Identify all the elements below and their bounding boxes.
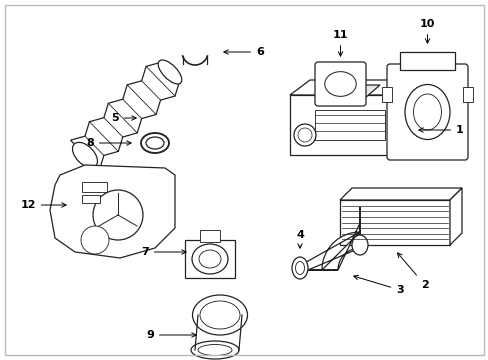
Polygon shape bbox=[50, 165, 175, 258]
Ellipse shape bbox=[404, 85, 449, 140]
Bar bbox=[399, 52, 454, 70]
Circle shape bbox=[93, 190, 142, 240]
Ellipse shape bbox=[198, 345, 231, 356]
Ellipse shape bbox=[191, 341, 239, 359]
Ellipse shape bbox=[291, 257, 307, 279]
Ellipse shape bbox=[146, 137, 163, 149]
FancyBboxPatch shape bbox=[314, 62, 365, 106]
Circle shape bbox=[81, 226, 109, 254]
Text: 12: 12 bbox=[20, 200, 66, 210]
Polygon shape bbox=[409, 80, 429, 155]
Text: 2: 2 bbox=[397, 253, 428, 290]
Bar bbox=[82, 195, 100, 203]
Polygon shape bbox=[289, 80, 429, 95]
Text: 3: 3 bbox=[353, 275, 403, 295]
Polygon shape bbox=[314, 110, 384, 140]
Ellipse shape bbox=[72, 142, 97, 168]
Ellipse shape bbox=[192, 244, 227, 274]
Polygon shape bbox=[70, 62, 179, 170]
Ellipse shape bbox=[412, 123, 426, 137]
Text: 11: 11 bbox=[332, 30, 347, 56]
Ellipse shape bbox=[297, 128, 311, 142]
Polygon shape bbox=[314, 85, 379, 98]
Ellipse shape bbox=[199, 250, 221, 268]
Bar bbox=[462, 87, 472, 102]
Text: 8: 8 bbox=[86, 138, 131, 148]
Bar bbox=[82, 182, 107, 192]
Ellipse shape bbox=[192, 295, 247, 335]
Text: 5: 5 bbox=[111, 113, 136, 123]
Bar bbox=[381, 87, 391, 102]
Text: 1: 1 bbox=[418, 125, 463, 135]
Bar bbox=[339, 200, 449, 245]
Ellipse shape bbox=[408, 119, 430, 141]
Ellipse shape bbox=[200, 301, 240, 329]
Text: 6: 6 bbox=[224, 47, 264, 57]
Ellipse shape bbox=[141, 133, 169, 153]
Ellipse shape bbox=[293, 124, 315, 146]
Ellipse shape bbox=[324, 72, 356, 96]
Polygon shape bbox=[449, 188, 461, 245]
Text: 7: 7 bbox=[141, 247, 186, 257]
Ellipse shape bbox=[413, 94, 441, 130]
Polygon shape bbox=[289, 95, 409, 155]
Ellipse shape bbox=[158, 60, 182, 84]
FancyBboxPatch shape bbox=[386, 64, 467, 160]
Text: 9: 9 bbox=[146, 330, 196, 340]
Bar bbox=[200, 230, 220, 242]
Ellipse shape bbox=[295, 261, 304, 274]
Text: 10: 10 bbox=[419, 19, 434, 43]
Text: 4: 4 bbox=[295, 230, 304, 248]
Ellipse shape bbox=[351, 235, 367, 255]
Polygon shape bbox=[339, 188, 461, 200]
Polygon shape bbox=[291, 207, 359, 270]
Bar bbox=[184, 240, 235, 278]
